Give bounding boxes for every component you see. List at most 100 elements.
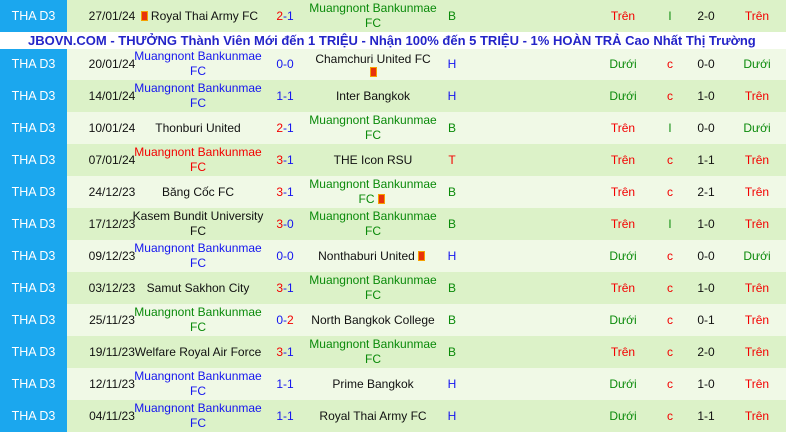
away-team[interactable]: Muangnont Bankunmae FC	[302, 112, 444, 144]
home-team[interactable]: Samut Sakhon City	[128, 272, 268, 304]
score[interactable]: 1-1	[268, 80, 302, 112]
score[interactable]: 0-2	[268, 304, 302, 336]
home-team[interactable]: Băng Cốc FC	[128, 176, 268, 208]
home-team-text[interactable]: Muangnont Bankunmae FC	[134, 81, 262, 110]
away-team-text[interactable]: Chamchuri United FC	[315, 51, 431, 66]
home-team[interactable]: Muangnont Bankunmae FC	[128, 240, 268, 272]
league-cell[interactable]: THA D3	[0, 48, 67, 80]
league-cell[interactable]: THA D3	[0, 400, 67, 432]
away-team-text[interactable]: Muangnont Bankunmae FC	[309, 337, 437, 366]
home-team[interactable]: Royal Thai Army FC	[128, 0, 268, 32]
score[interactable]: 1-1	[268, 400, 302, 432]
away-team[interactable]: Muangnont Bankunmae FC	[302, 208, 444, 240]
league-cell[interactable]: THA D3	[0, 144, 67, 176]
home-team[interactable]: Welfare Royal Air Force	[128, 336, 268, 368]
away-team-text[interactable]: Nonthaburi United	[318, 249, 428, 264]
league-cell[interactable]: THA D3	[0, 0, 67, 32]
league-cell[interactable]: THA D3	[0, 272, 67, 304]
match-row[interactable]: THA D3 12/11/23 Muangnont Bankunmae FC 1-1 P…	[0, 368, 786, 400]
score[interactable]: 2-1	[268, 112, 302, 144]
away-team[interactable]: Royal Thai Army FC	[302, 400, 444, 432]
league-cell[interactable]: THA D3	[0, 304, 67, 336]
home-team[interactable]: Muangnont Bankunmae FC	[128, 48, 268, 80]
score[interactable]: 3-1	[268, 336, 302, 368]
away-team[interactable]: Muangnont Bankunmae FC	[302, 336, 444, 368]
league-cell[interactable]: THA D3	[0, 208, 67, 240]
match-row[interactable]: THA D3 14/01/24 Muangnont Bankunmae FC 1-1 I…	[0, 80, 786, 112]
score[interactable]: 3-1	[268, 176, 302, 208]
league-cell-text[interactable]: THA D3	[11, 280, 56, 295]
home-team-text[interactable]: Samut Sakhon City	[146, 280, 250, 295]
score[interactable]: 1-1	[268, 368, 302, 400]
league-cell-text[interactable]: THA D3	[11, 344, 56, 359]
match-row[interactable]: THA D3 03/12/23 Samut Sakhon City 3-1 Muangn…	[0, 272, 786, 304]
home-team[interactable]: Thonburi United	[128, 112, 268, 144]
score[interactable]: 3-1	[268, 272, 302, 304]
away-team-text[interactable]: North Bangkok College	[311, 312, 435, 327]
home-team-text[interactable]: Muangnont Bankunmae FC	[134, 49, 262, 78]
league-cell-text[interactable]: THA D3	[11, 120, 56, 135]
league-cell-text[interactable]: THA D3	[11, 184, 56, 199]
promo-banner-text[interactable]: JBOVN.COM - THƯỞNG Thành Viên Mới đến 1 …	[28, 33, 756, 48]
match-row[interactable]: THA D3 17/12/23 Kasem Bundit University FC…	[0, 208, 786, 240]
score[interactable]: 0-0	[268, 240, 302, 272]
match-row[interactable]: THA D3 20/01/24 Muangnont Bankunmae FC 0-0 C…	[0, 48, 786, 80]
away-team[interactable]: North Bangkok College	[302, 304, 444, 336]
match-row[interactable]: THA D3 09/12/23 Muangnont Bankunmae FC 0-0 N…	[0, 240, 786, 272]
home-team-text[interactable]: Thonburi United	[155, 120, 241, 135]
league-cell[interactable]: THA D3	[0, 176, 67, 208]
match-row[interactable]: THA D3 24/12/23 Băng Cốc FC 3-1 Muangnont Ba…	[0, 176, 786, 208]
home-team-text[interactable]: Muangnont Bankunmae FC	[134, 401, 262, 430]
league-cell-text[interactable]: THA D3	[11, 88, 56, 103]
away-team-text[interactable]: Inter Bangkok	[335, 88, 411, 103]
league-cell-text[interactable]: THA D3	[11, 8, 56, 23]
away-team-text[interactable]: Royal Thai Army FC	[319, 408, 427, 423]
away-team-text[interactable]: Prime Bangkok	[332, 376, 414, 391]
away-team-text[interactable]: THE Icon RSU	[333, 152, 413, 167]
home-team[interactable]: Muangnont Bankunmae FC	[128, 304, 268, 336]
league-cell-text[interactable]: THA D3	[11, 56, 56, 71]
league-cell-text[interactable]: THA D3	[11, 312, 56, 327]
home-team[interactable]: Kasem Bundit University FC	[128, 208, 268, 240]
league-cell[interactable]: THA D3	[0, 336, 67, 368]
away-team[interactable]: Nonthaburi United	[302, 240, 444, 272]
home-team-text[interactable]: Muangnont Bankunmae FC	[134, 145, 262, 174]
away-team-text[interactable]: Muangnont Bankunmae FC	[309, 177, 437, 206]
league-cell-text[interactable]: THA D3	[11, 152, 56, 167]
score[interactable]: 2-1	[268, 0, 302, 32]
home-team[interactable]: Muangnont Bankunmae FC	[128, 144, 268, 176]
away-team-text[interactable]: Muangnont Bankunmae FC	[309, 273, 437, 302]
promo-banner[interactable]: JBOVN.COM - THƯỞNG Thành Viên Mới đến 1 …	[0, 32, 786, 49]
match-row[interactable]: THA D3 19/11/23 Welfare Royal Air Force 3-1…	[0, 336, 786, 368]
away-team[interactable]: Chamchuri United FC	[302, 48, 444, 80]
league-cell[interactable]: THA D3	[0, 112, 67, 144]
away-team-text[interactable]: Muangnont Bankunmae FC	[309, 1, 437, 30]
home-team-text[interactable]: Muangnont Bankunmae FC	[134, 241, 262, 270]
away-team[interactable]: Muangnont Bankunmae FC	[302, 272, 444, 304]
home-team-text[interactable]: Băng Cốc FC	[161, 184, 235, 199]
league-cell[interactable]: THA D3	[0, 240, 67, 272]
away-team-text[interactable]: Muangnont Bankunmae FC	[309, 209, 437, 238]
home-team[interactable]: Muangnont Bankunmae FC	[128, 80, 268, 112]
away-team[interactable]: Muangnont Bankunmae FC	[302, 0, 444, 32]
league-cell-text[interactable]: THA D3	[11, 216, 56, 231]
away-team-text[interactable]: Muangnont Bankunmae FC	[309, 113, 437, 142]
away-team[interactable]: THE Icon RSU	[302, 144, 444, 176]
home-team-text[interactable]: Muangnont Bankunmae FC	[134, 369, 262, 398]
match-row[interactable]: THA D3 27/01/24 Royal Thai Army FC 2-1 Muang…	[0, 0, 786, 32]
league-cell[interactable]: THA D3	[0, 80, 67, 112]
home-team-text[interactable]: Kasem Bundit University FC	[132, 209, 264, 238]
home-team-text[interactable]: Muangnont Bankunmae FC	[134, 305, 262, 334]
league-cell-text[interactable]: THA D3	[11, 408, 56, 423]
match-row[interactable]: THA D3 04/11/23 Muangnont Bankunmae FC 1-1 R…	[0, 400, 786, 432]
match-row[interactable]: THA D3 07/01/24 Muangnont Bankunmae FC 3-1 T…	[0, 144, 786, 176]
match-row[interactable]: THA D3 10/01/24 Thonburi United 2-1 Muangnon…	[0, 112, 786, 144]
home-team-text[interactable]: Welfare Royal Air Force	[134, 344, 262, 359]
away-team[interactable]: Muangnont Bankunmae FC	[302, 176, 444, 208]
score[interactable]: 0-0	[268, 48, 302, 80]
away-team[interactable]: Inter Bangkok	[302, 80, 444, 112]
home-team[interactable]: Muangnont Bankunmae FC	[128, 368, 268, 400]
league-cell-text[interactable]: THA D3	[11, 248, 56, 263]
match-row[interactable]: THA D3 25/11/23 Muangnont Bankunmae FC 0-2 N…	[0, 304, 786, 336]
league-cell-text[interactable]: THA D3	[11, 376, 56, 391]
